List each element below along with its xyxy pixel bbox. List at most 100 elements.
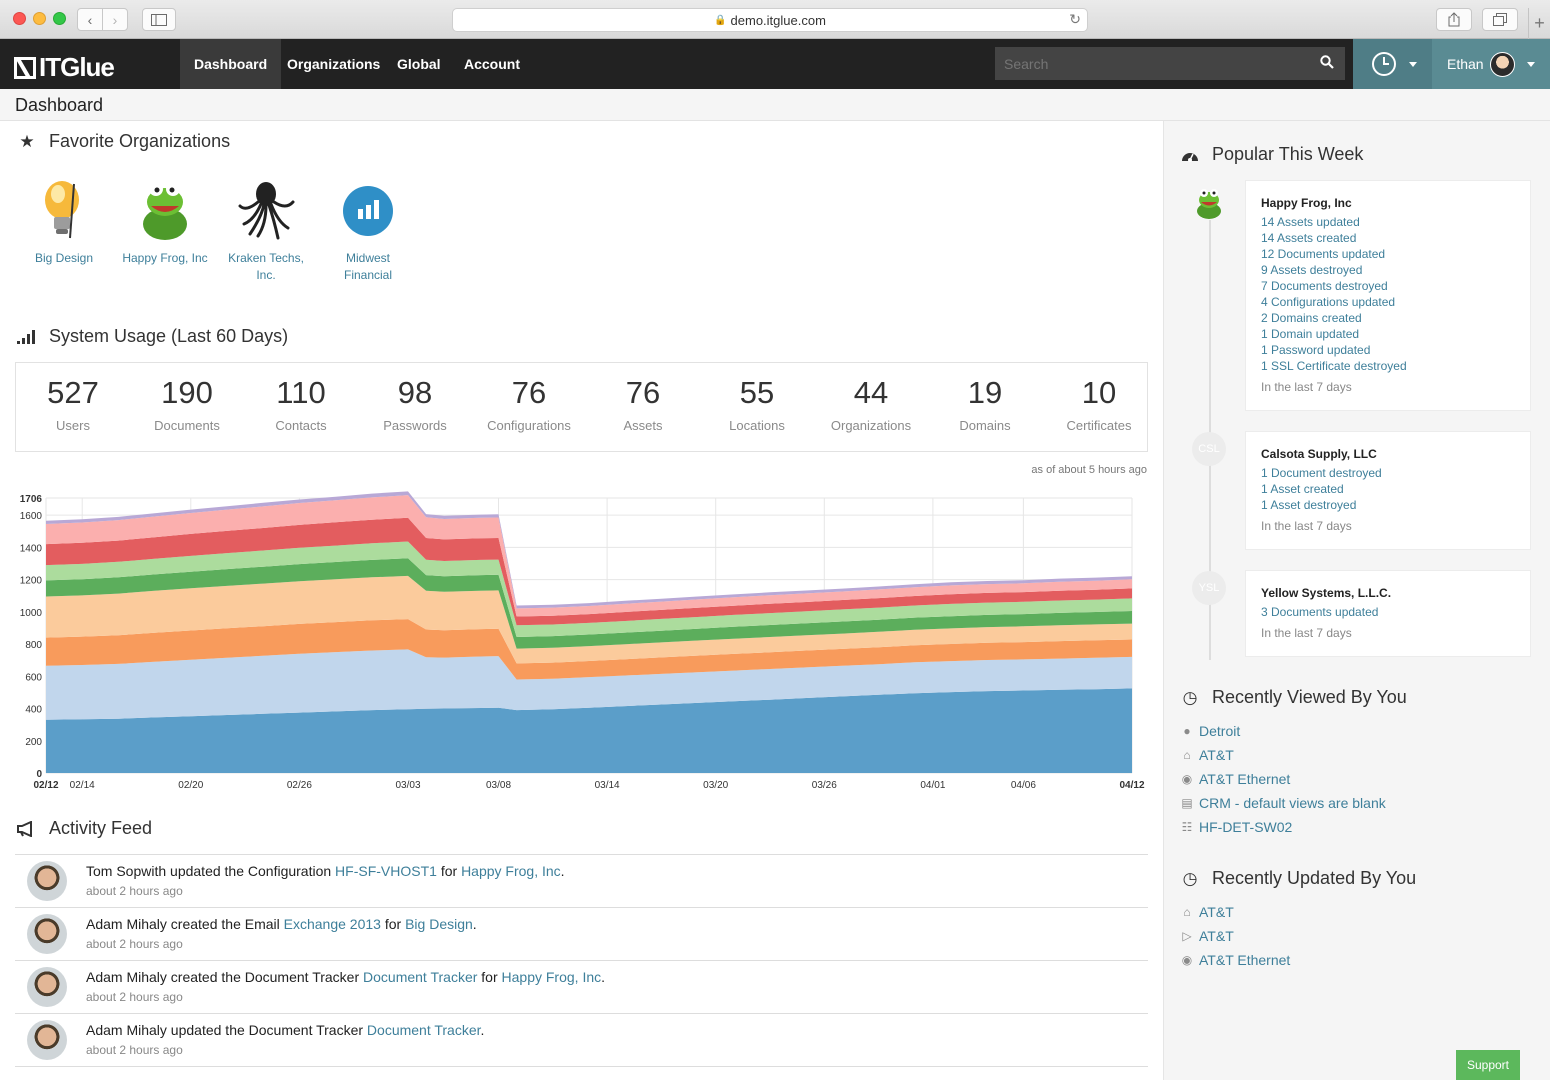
recently-viewed-item[interactable]: ● Detroit [1180,723,1240,739]
zoom-window-button[interactable] [53,12,66,25]
activity-item: Adam Mihaly created the Email Exchange 2… [15,908,1148,961]
plus-icon: + [1534,13,1545,33]
popular-action[interactable]: 1 Document destroyed [1261,466,1382,480]
stat-documents[interactable]: 190 Documents [130,373,244,433]
x-tick-label: 03/26 [812,780,837,791]
search-input[interactable] [995,47,1345,80]
activity-item-link[interactable]: HF-SF-VHOST1 [335,863,437,879]
tab-overview-button[interactable] [1482,8,1518,31]
x-tick-label: 03/03 [395,780,420,791]
chevron-right-icon: › [112,11,118,28]
sitemap-icon: ☷ [1181,820,1193,834]
popular-card[interactable]: Yellow Systems, L.L.C. 3 Documents updat… [1245,570,1531,657]
stat-locations[interactable]: 55 Locations [700,373,814,433]
support-button[interactable]: Support [1456,1050,1520,1080]
stat-label: Organizations [830,418,912,433]
popular-action[interactable]: 14 Assets created [1261,231,1357,245]
area-series-1 [46,688,1132,773]
stat-configurations[interactable]: 76 Configurations [472,373,586,433]
new-tab-button[interactable]: + [1528,8,1550,39]
reload-icon[interactable]: ↻ [1069,11,1081,27]
recently-updated-item[interactable]: ▷ AT&T [1180,928,1233,944]
popular-org-name[interactable]: Happy Frog, Inc [1261,196,1352,210]
favorite-org-kraken-techs[interactable]: Kraken Techs, Inc. [221,176,311,284]
activity-org-link[interactable]: Big Design [405,916,473,932]
close-window-button[interactable] [13,12,26,25]
popular-action[interactable]: 2 Domains created [1261,311,1362,325]
recently-viewed-heading: ◷ Recently Viewed By You [1180,687,1407,708]
recently-updated-item[interactable]: ⌂ AT&T [1180,904,1233,920]
user-menu[interactable]: Ethan [1432,39,1550,89]
bullhorn-icon [17,820,32,837]
back-button[interactable]: ‹ [77,8,103,31]
activity-description: Adam Mihaly updated the Document Tracker [86,1022,367,1038]
top-navigation: ITGlue Dashboard Organizations Global Ac… [0,39,1550,89]
favorite-org-midwest-financial[interactable]: Midwest Financial [323,176,413,284]
dashboard-gauge-icon [1182,152,1198,162]
popular-org-name[interactable]: Yellow Systems, L.L.C. [1261,586,1392,600]
popular-action[interactable]: 1 Asset destroyed [1261,498,1357,512]
itglue-logo[interactable]: ITGlue [14,52,115,83]
recently-viewed-item[interactable]: ⌂ AT&T [1180,747,1233,763]
activity-org-link[interactable]: Happy Frog, Inc [501,969,602,985]
popular-card[interactable]: Happy Frog, Inc 14 Assets updated 14 Ass… [1245,180,1531,411]
stat-passwords[interactable]: 98 Passwords [358,373,472,433]
recent-history-menu[interactable] [1353,39,1432,89]
favorites-title: Favorite Organizations [49,131,231,151]
y-tick-label: 400 [25,705,42,716]
popular-action[interactable]: 3 Documents updated [1261,605,1379,619]
minimize-window-button[interactable] [33,12,46,25]
popular-action[interactable]: 7 Documents destroyed [1261,279,1388,293]
y-tick-label: 1200 [20,576,43,587]
stat-users[interactable]: 527 Users [16,373,130,433]
nav-global[interactable]: Global [397,56,441,72]
forward-button[interactable]: › [102,8,128,31]
activity-org-link[interactable]: Happy Frog, Inc [461,863,561,879]
activity-item-link[interactable]: Document Tracker [363,969,478,985]
browser-toolbar: ‹ › 🔒 demo.itglue.com ↻ + [0,0,1550,39]
popular-action[interactable]: 1 Password updated [1261,343,1371,357]
lightbulb-logo [45,181,79,239]
stat-organizations[interactable]: 44 Organizations [814,373,928,433]
recently-viewed-item[interactable]: ◉ AT&T Ethernet [1180,771,1291,787]
popular-action[interactable]: 9 Assets destroyed [1261,263,1363,277]
recent-item-label: AT&T Ethernet [1199,952,1291,968]
stat-contacts[interactable]: 110 Contacts [244,373,358,433]
page-header: Dashboard [0,89,1550,121]
favorite-org-name: Big Design [34,251,94,265]
popular-card[interactable]: Calsota Supply, LLC 1 Document destroyed… [1245,431,1531,550]
popular-action[interactable]: 1 Asset created [1261,482,1344,496]
popular-action[interactable]: 1 SSL Certificate destroyed [1261,359,1407,373]
popular-action[interactable]: 4 Configurations updated [1261,295,1396,309]
stat-assets[interactable]: 76 Assets [586,373,700,433]
usage-stats: 527 Users 190 Documents 110 Contacts 98 Pass… [15,362,1148,452]
nav-organizations[interactable]: Organizations [287,56,381,72]
search-icon[interactable] [1320,55,1334,69]
activity-time: about 2 hours ago [86,884,183,898]
activity-item-link[interactable]: Exchange 2013 [283,916,381,932]
recently-viewed-item[interactable]: ☷ HF-DET-SW02 [1180,819,1293,835]
nav-dashboard[interactable]: Dashboard [180,39,282,89]
nav-account[interactable]: Account [464,56,520,72]
stat-value: 55 [739,375,775,410]
recently-updated-item[interactable]: ◉ AT&T Ethernet [1180,952,1291,968]
share-button[interactable] [1436,8,1472,31]
favorite-org-big-design[interactable]: Big Design [19,176,109,267]
popular-action[interactable]: 14 Assets updated [1261,215,1360,229]
recently-updated-heading: ◷ Recently Updated By You [1180,868,1417,889]
y-tick-label: 1400 [20,543,43,554]
recently-viewed-item[interactable]: ▤ CRM - default views are blank [1180,795,1385,811]
avatar: CSL [1192,432,1226,466]
stat-certificates[interactable]: 10 Certificates [1042,373,1156,433]
activity-item-link[interactable]: Document Tracker [366,1022,481,1038]
favorite-org-happy-frog[interactable]: Happy Frog, Inc [120,176,210,267]
sidebar-toggle-button[interactable] [142,8,176,31]
stat-domains[interactable]: 19 Domains [928,373,1042,433]
url-text: demo.itglue.com [730,12,826,28]
popular-org-name[interactable]: Calsota Supply, LLC [1261,447,1377,461]
activity-connector: for [380,916,406,932]
popular-action[interactable]: 1 Domain updated [1261,327,1360,341]
activity-text: Adam Mihaly updated the Document Tracker… [86,1022,484,1038]
popular-action[interactable]: 12 Documents updated [1261,247,1386,261]
address-bar[interactable]: 🔒 demo.itglue.com ↻ [452,8,1088,32]
